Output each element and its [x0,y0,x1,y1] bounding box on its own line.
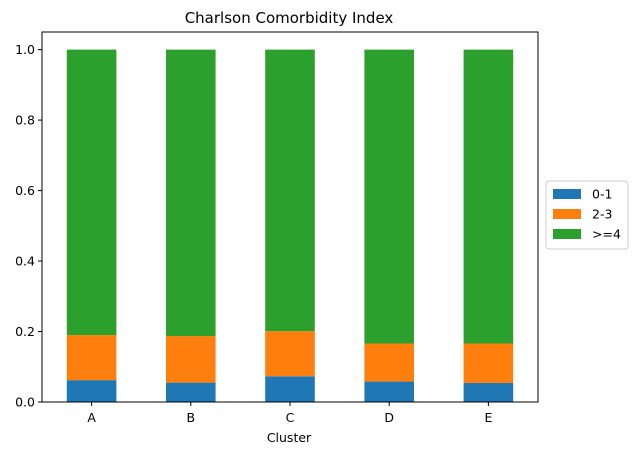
y-tick-label: 0.8 [15,113,35,128]
x-tick-label: C [286,410,295,425]
x-tick-label: A [87,410,96,425]
bar-segment-B-3 [166,49,216,337]
legend-label: 0-1 [592,187,612,202]
legend-swatch [553,209,581,219]
x-tick-label: B [187,410,196,425]
x-tick-label: D [384,410,394,425]
bar-segment-D-1 [364,381,414,402]
bar-segment-A-1 [66,380,117,402]
y-tick-label: 0.4 [15,254,35,269]
axes: 0.0 0.2 0.4 0.6 0.8 1.0 A B C D E [15,31,539,425]
bar-segment-E-2 [463,343,514,383]
y-tick-label: 0.0 [15,395,35,410]
legend: 0-1 2-3 >=4 [545,180,629,250]
bar-segment-C-3 [265,49,315,332]
legend-swatch [553,189,581,199]
x-axis-label: Cluster [267,430,312,445]
bar-segment-C-2 [265,331,315,377]
bar-segment-E-1 [463,382,514,402]
bar-segment-D-2 [364,343,414,382]
y-tick-label: 0.6 [15,183,35,198]
y-tick-label: 0.2 [15,324,35,339]
bar-segment-A-3 [66,49,117,336]
legend-swatch [553,229,581,239]
bar-segment-B-2 [166,336,216,383]
legend-label: >=4 [592,227,621,242]
bar-segment-D-3 [364,49,414,344]
chart-title: Charlson Comorbidity Index [185,9,394,27]
bar-segment-B-1 [166,382,216,402]
bar-segment-E-3 [463,49,514,344]
legend-label: 2-3 [592,207,612,222]
bar-segment-C-1 [265,376,315,402]
y-tick-label: 1.0 [15,42,35,57]
bars [66,49,514,402]
x-tick-label: E [484,410,492,425]
bar-segment-A-2 [66,335,117,381]
